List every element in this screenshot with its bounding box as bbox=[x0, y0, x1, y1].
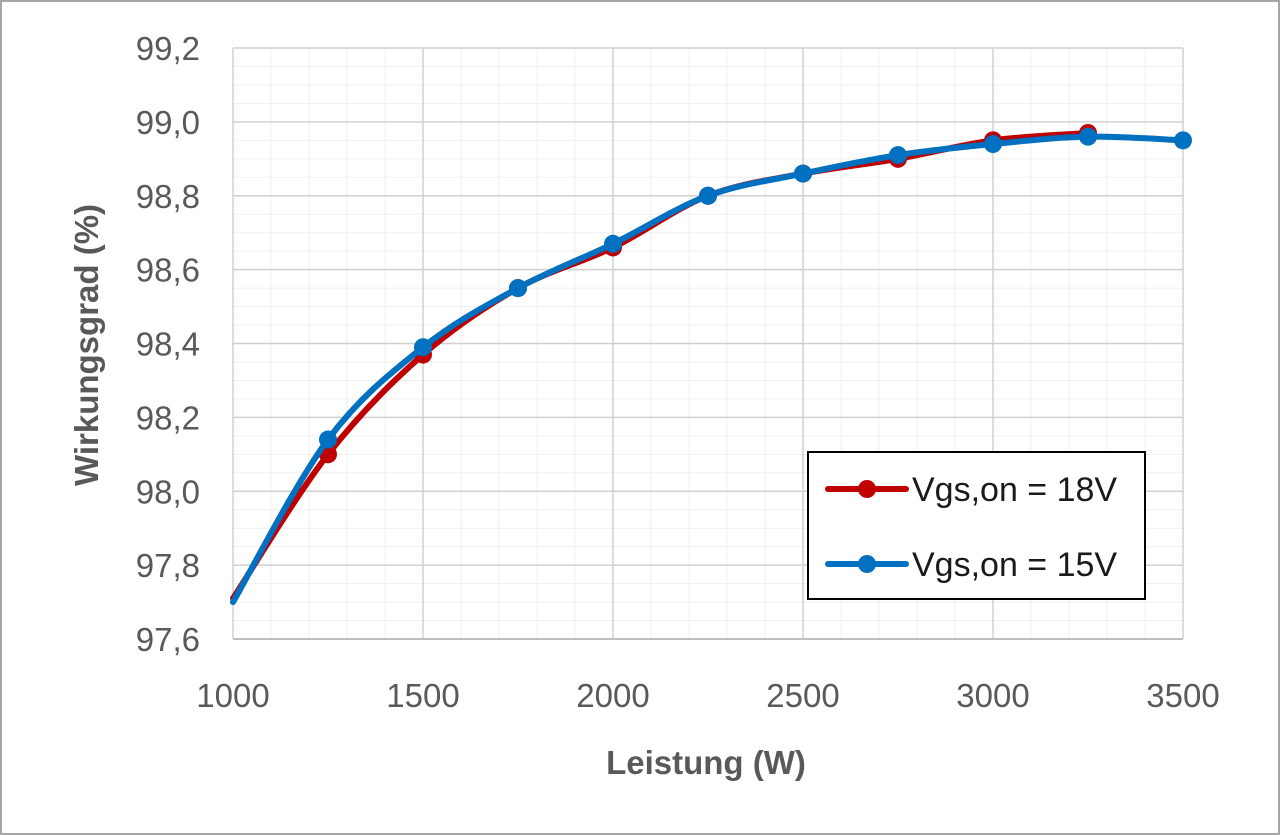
y-tick-label: 98,4 bbox=[136, 326, 200, 363]
series-2 bbox=[230, 127, 1192, 606]
y-tick-label: 98,0 bbox=[136, 473, 200, 510]
legend-item: Vgs,on = 15V bbox=[825, 546, 1117, 584]
y-axis-title: Wirkungsgrad (%) bbox=[68, 204, 105, 486]
y-tick-label: 99,0 bbox=[136, 104, 200, 141]
data-point bbox=[984, 135, 1002, 154]
y-tick-label: 97,8 bbox=[136, 547, 200, 584]
x-tick-labels: 1000 1500 2000 2500 3000 3500 bbox=[196, 677, 1219, 714]
data-point bbox=[319, 430, 337, 449]
legend-label: Vgs,on = 18V bbox=[912, 471, 1117, 509]
series-layer bbox=[230, 123, 1192, 606]
legend: Vgs,on = 18V Vgs,on = 15V bbox=[807, 451, 1146, 600]
data-point bbox=[1079, 127, 1097, 146]
legend-swatch-marker bbox=[858, 555, 876, 573]
y-tick-label: 99,2 bbox=[136, 30, 200, 67]
y-tick-label: 98,6 bbox=[136, 252, 200, 289]
legend-box bbox=[807, 451, 1146, 600]
data-point bbox=[889, 146, 907, 165]
legend-swatch-marker bbox=[858, 480, 876, 498]
data-point bbox=[414, 338, 432, 357]
x-axis-title: Leistung (W) bbox=[606, 744, 806, 781]
x-tick-label: 1000 bbox=[196, 677, 269, 714]
x-tick-label: 2500 bbox=[766, 677, 839, 714]
x-tick-label: 3000 bbox=[956, 677, 1029, 714]
data-point bbox=[1174, 131, 1192, 150]
data-point bbox=[509, 279, 527, 298]
x-tick-label: 3500 bbox=[1146, 677, 1219, 714]
data-point bbox=[794, 164, 812, 183]
y-tick-label: 97,6 bbox=[136, 621, 200, 658]
data-point bbox=[699, 186, 717, 205]
y-tick-label: 98,2 bbox=[136, 399, 200, 436]
legend-label: Vgs,on = 15V bbox=[912, 546, 1117, 584]
legend-item: Vgs,on = 18V bbox=[825, 471, 1117, 509]
y-tick-label: 98,8 bbox=[136, 178, 200, 215]
y-tick-labels: 97,6 97,8 98,0 98,2 98,4 98,6 98,8 99,0 99,2 bbox=[136, 30, 200, 658]
x-tick-label: 1500 bbox=[386, 677, 459, 714]
series-line bbox=[230, 133, 1186, 606]
x-tick-label: 2000 bbox=[576, 677, 649, 714]
data-point bbox=[604, 234, 622, 253]
